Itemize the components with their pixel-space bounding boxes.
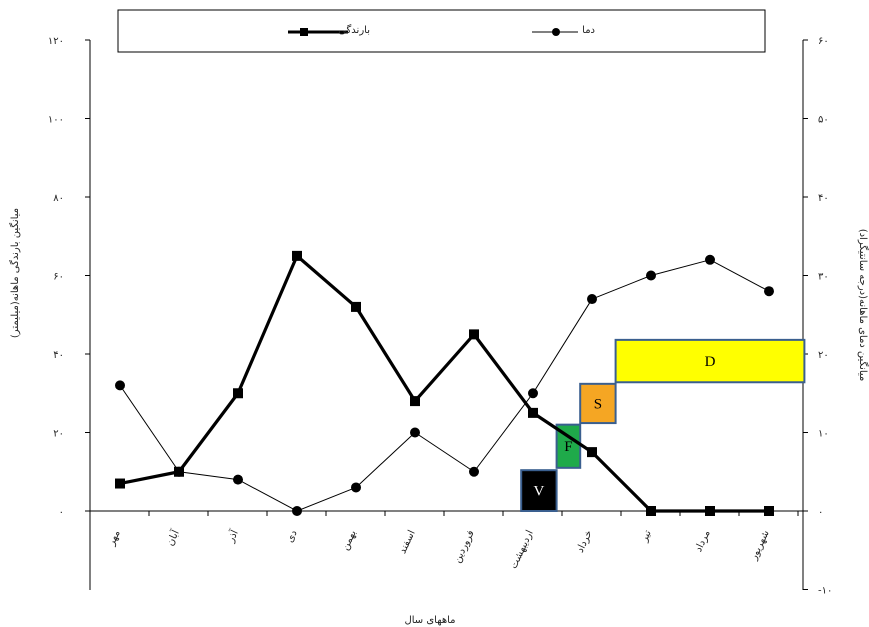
right-tick-label: ۱۰ <box>818 429 829 440</box>
phase-V: V <box>520 469 558 512</box>
precipitation-point <box>233 388 243 399</box>
x-axis-ticks: مهر آبان آذر دی بهمن اسفند فروردین اردیبهشت خردا… <box>89 511 799 571</box>
precipitation-point <box>764 506 774 516</box>
temperature-point <box>115 380 125 391</box>
phase-D: D <box>614 338 806 384</box>
legend-box <box>117 9 766 53</box>
phase-label: V <box>533 484 544 500</box>
phase-label: S <box>594 396 602 412</box>
precipitation-line <box>119 254 769 513</box>
x-tick-label: اردیبهشت <box>508 529 535 571</box>
precipitation-point <box>587 447 597 458</box>
temperature-point <box>292 506 302 516</box>
temperature-point <box>469 466 479 477</box>
x-tick-label: مهر <box>106 529 123 549</box>
legend-temp-label: دما <box>582 25 595 36</box>
left-tick-label: ۸۰ <box>53 193 64 204</box>
axes <box>89 40 804 590</box>
precipitation-point <box>174 466 184 477</box>
right-tick-label: ۲۰ <box>818 350 829 361</box>
right-tick-label: -۱۰ <box>818 586 832 597</box>
temperature-line <box>119 259 770 512</box>
x-tick-label: آذر <box>223 527 241 545</box>
precipitation-point <box>115 478 125 489</box>
temperature-point <box>528 388 538 399</box>
left-tick-label: ۱۰۰ <box>48 115 64 126</box>
right-tick-label: ۵۰ <box>818 115 829 126</box>
series-temperature <box>115 254 774 516</box>
temperature-point <box>764 286 774 297</box>
phase-box <box>520 469 558 512</box>
legend-rain-label: بارندگی <box>338 24 370 36</box>
temperature-point <box>351 482 361 493</box>
right-tick-label: ۰ <box>818 507 823 518</box>
precipitation-point <box>528 407 538 418</box>
phase-box <box>614 338 806 384</box>
temperature-point <box>233 474 243 485</box>
phase-label: D <box>705 354 716 370</box>
series-precipitation <box>115 250 774 516</box>
legend: بارندگی دما <box>117 9 766 53</box>
phase-label: F <box>564 439 572 455</box>
x-tick-label: خرداد <box>575 529 595 555</box>
temperature-point <box>646 270 656 281</box>
x-axis-title: ماههای سال <box>404 615 455 626</box>
left-tick-label: ۶۰ <box>53 272 64 283</box>
precipitation-point <box>292 250 302 261</box>
phase-F: F <box>555 423 582 469</box>
right-tick-label: ۳۰ <box>818 272 829 283</box>
x-tick-label: شهریور <box>748 529 772 563</box>
phase-S: S <box>579 382 617 425</box>
x-tick-label: تیر <box>639 528 654 544</box>
left-axis-title: میانگین بارندگی ماهانه(میلیمتر) <box>9 208 21 338</box>
phase-box <box>555 423 582 469</box>
precipitation-point <box>351 301 361 312</box>
left-tick-label: ۲۰ <box>53 429 64 440</box>
precipitation-point <box>705 506 715 516</box>
temperature-point <box>705 254 715 265</box>
left-tick-label: ۴۰ <box>53 350 64 361</box>
temperature-point <box>410 427 420 438</box>
x-tick-label: اسفند <box>397 529 417 556</box>
left-tick-label: ۰ <box>59 507 64 518</box>
phase-box <box>579 382 617 425</box>
right-tick-label: ۶۰ <box>818 36 829 47</box>
right-axis-title: میانگین دمای ماهانه(درجه سانتیگراد) <box>857 229 869 382</box>
precipitation-point <box>469 329 479 340</box>
x-tick-label: آبان <box>163 527 182 548</box>
precipitation-point <box>646 506 656 516</box>
x-tick-label: بهمن <box>340 529 359 552</box>
legend-temp-marker <box>552 28 560 36</box>
x-tick-label: فروردین <box>452 528 477 564</box>
left-tick-label: ۱۲۰ <box>48 36 64 47</box>
precipitation-point <box>410 396 420 407</box>
x-tick-label: مرداد <box>693 529 713 554</box>
legend-rain-marker <box>300 28 308 36</box>
left-axis-ticks: ۰ ۲۰ ۴۰ ۶۰ ۸۰ ۱۰۰ ۱۲۰ <box>48 36 90 518</box>
right-axis-ticks: -۱۰ ۰ ۱۰ ۲۰ ۳۰ ۴۰ ۵۰ ۶۰ <box>803 36 832 597</box>
right-tick-label: ۴۰ <box>818 193 829 204</box>
temperature-point <box>587 294 597 305</box>
phase-boxes: V F S D <box>520 338 806 512</box>
x-tick-label: دی <box>285 529 300 545</box>
